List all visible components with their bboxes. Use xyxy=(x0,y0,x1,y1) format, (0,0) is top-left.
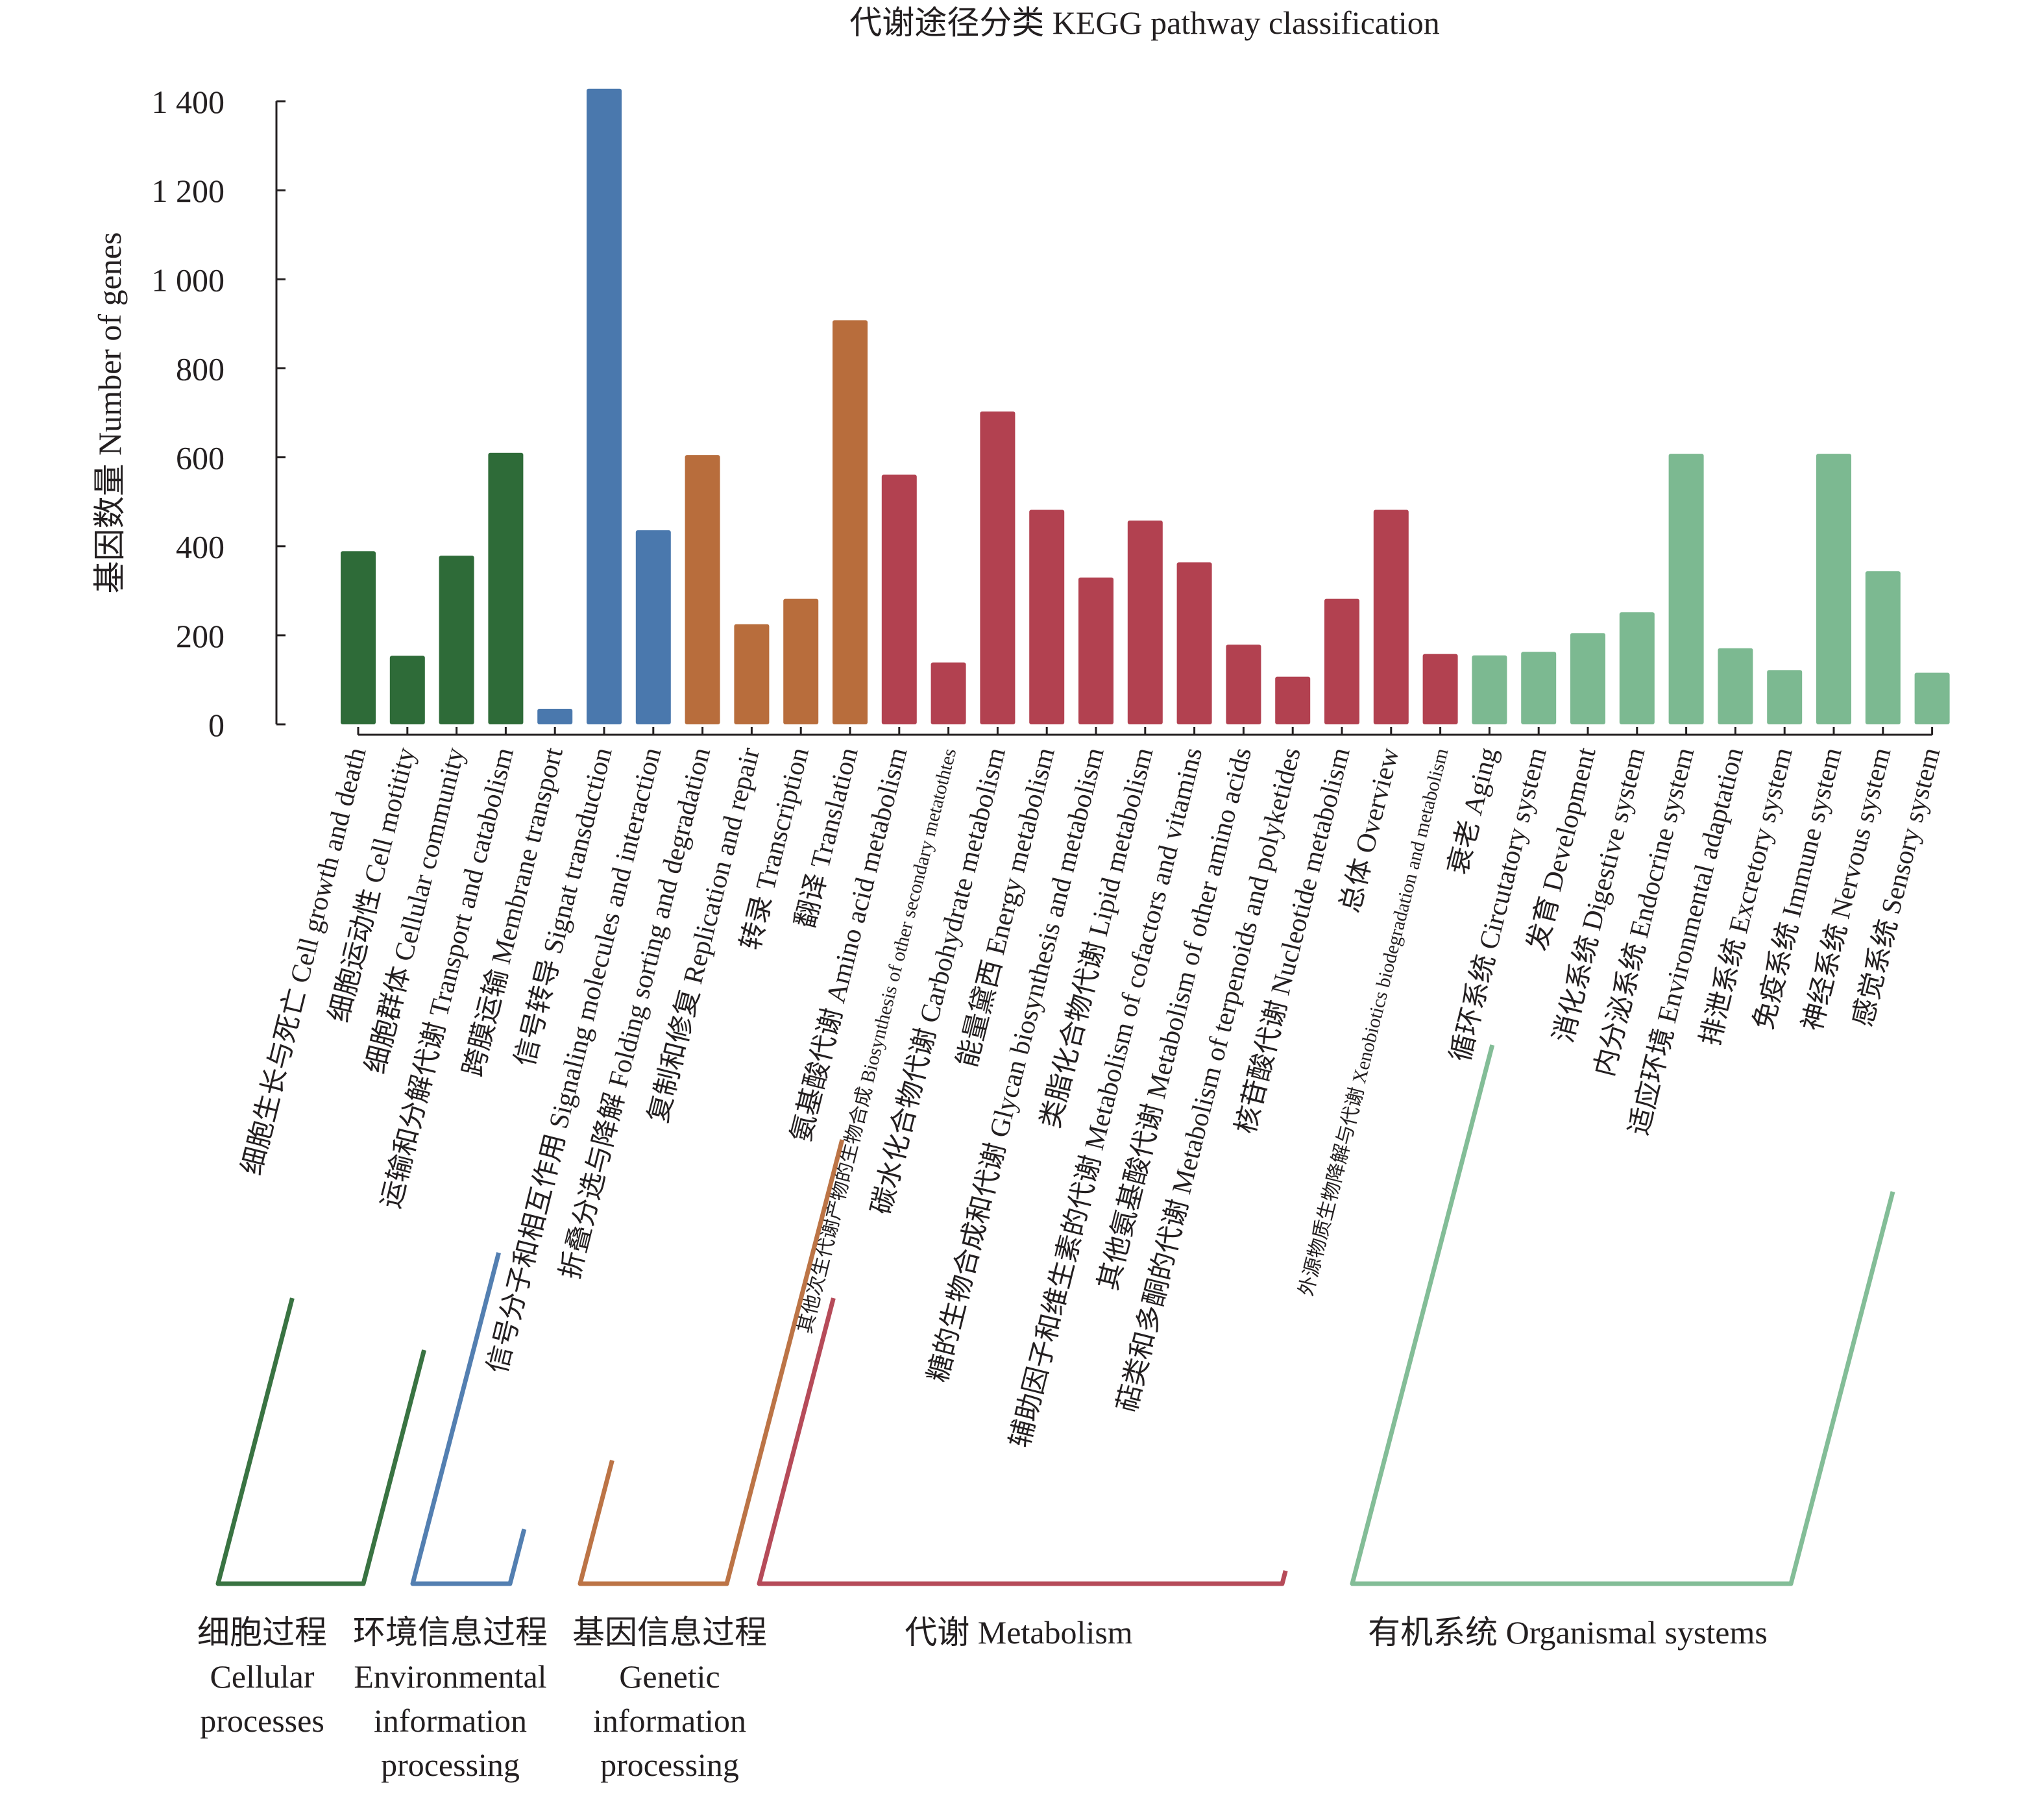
group-bracket xyxy=(757,1297,1288,1586)
bar xyxy=(931,662,966,724)
bar xyxy=(1373,510,1409,724)
bar xyxy=(1226,645,1261,724)
group-label-cn: 有机系统 Organismal systems xyxy=(1368,1614,1768,1651)
y-axis: 0 200 400 600 800 1 000 1 200 1 400 xyxy=(152,84,286,743)
group-bracket xyxy=(215,1297,426,1586)
y-axis-label: 基因数量 Number of genes xyxy=(91,232,128,594)
group-label-cn: 代谢 Metabolism xyxy=(905,1614,1132,1651)
group-labels: 细胞过程 Cellular processes 环境信息过程 Environmental… xyxy=(197,1614,1768,1783)
bar xyxy=(783,598,819,724)
bar xyxy=(488,452,524,724)
bar xyxy=(1767,670,1803,724)
bar xyxy=(685,455,720,724)
y-tick-label: 1 000 xyxy=(152,262,225,298)
chart-title: 代谢途径分类 KEGG pathway classification xyxy=(849,5,1440,41)
bar xyxy=(1176,562,1212,724)
bar xyxy=(1718,648,1753,724)
bar xyxy=(1127,520,1163,724)
y-tick-label: 800 xyxy=(176,350,225,387)
bar xyxy=(1521,652,1557,724)
y-tick-label: 400 xyxy=(176,529,225,565)
x-axis xyxy=(357,727,1934,736)
category-label: 衰老 Aging xyxy=(1443,744,1503,878)
group-label-en: Genetic xyxy=(619,1658,720,1695)
bar xyxy=(734,624,770,724)
bar xyxy=(881,474,917,724)
bar xyxy=(833,320,868,724)
bar xyxy=(389,656,425,724)
y-tick-label: 0 xyxy=(208,707,225,743)
bar xyxy=(1324,598,1359,724)
group-label-en: information xyxy=(374,1702,527,1739)
bar xyxy=(1570,633,1605,724)
bar xyxy=(1865,571,1901,724)
bar xyxy=(1275,676,1311,724)
group-brackets xyxy=(215,1044,1895,1586)
bar xyxy=(635,530,671,724)
bar xyxy=(1029,510,1065,724)
group-label-en: processes xyxy=(200,1702,324,1739)
group-label-cn: 环境信息过程 xyxy=(353,1614,548,1651)
group-bracket xyxy=(410,1252,527,1586)
group-label-cn: 细胞过程 xyxy=(197,1614,327,1651)
group-bracket xyxy=(578,1139,845,1586)
bar xyxy=(1816,454,1851,724)
bar xyxy=(537,709,573,724)
y-tick-label: 600 xyxy=(176,440,225,476)
bar xyxy=(439,556,474,724)
bars xyxy=(341,88,1950,725)
y-tick-label: 200 xyxy=(176,618,225,654)
bar xyxy=(587,88,622,725)
bar xyxy=(1914,672,1950,724)
group-label-en: information xyxy=(593,1702,746,1739)
group-label-en: Cellular xyxy=(210,1658,314,1695)
bar xyxy=(1078,577,1113,724)
bar xyxy=(1668,454,1704,724)
bar xyxy=(341,551,376,724)
y-tick-label: 1 200 xyxy=(152,173,225,209)
bar xyxy=(980,411,1016,724)
group-label-en: processing xyxy=(600,1747,739,1783)
group-bracket xyxy=(1350,1044,1895,1586)
bar xyxy=(1619,612,1655,724)
group-label-cn: 基因信息过程 xyxy=(572,1614,767,1651)
y-tick-label: 1 400 xyxy=(152,84,225,120)
group-label-en: Environmental xyxy=(354,1658,546,1695)
group-label-en: processing xyxy=(381,1747,520,1783)
bar xyxy=(1422,654,1458,724)
bar xyxy=(1472,655,1507,724)
